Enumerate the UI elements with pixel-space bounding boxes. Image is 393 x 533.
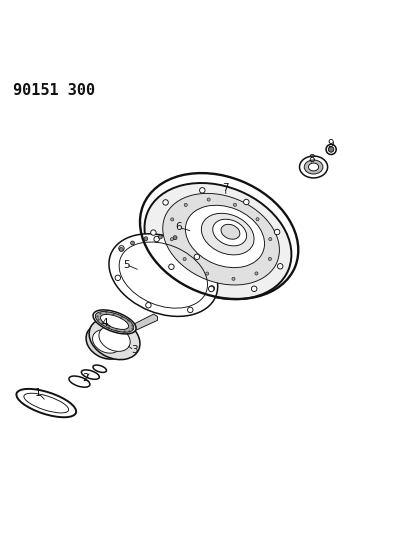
Polygon shape — [114, 314, 158, 339]
Ellipse shape — [89, 318, 140, 360]
Circle shape — [256, 217, 259, 221]
Ellipse shape — [92, 330, 121, 353]
Circle shape — [158, 235, 162, 239]
Text: 1: 1 — [35, 389, 42, 398]
Text: 8: 8 — [308, 154, 315, 164]
Ellipse shape — [201, 213, 254, 255]
Text: 90151 300: 90151 300 — [13, 83, 95, 98]
Ellipse shape — [69, 376, 90, 387]
Circle shape — [255, 272, 258, 275]
Circle shape — [151, 230, 156, 236]
Circle shape — [183, 257, 186, 261]
Circle shape — [184, 204, 187, 206]
Circle shape — [200, 188, 205, 193]
Circle shape — [115, 275, 121, 280]
Ellipse shape — [99, 326, 130, 351]
Circle shape — [244, 199, 249, 205]
Circle shape — [277, 263, 283, 269]
Text: 2: 2 — [82, 373, 88, 383]
Circle shape — [194, 254, 200, 260]
Ellipse shape — [81, 370, 99, 379]
Circle shape — [130, 241, 134, 245]
Circle shape — [326, 144, 336, 155]
Ellipse shape — [24, 393, 69, 413]
Circle shape — [252, 286, 257, 292]
Circle shape — [119, 247, 123, 252]
Ellipse shape — [93, 365, 107, 373]
Ellipse shape — [93, 310, 136, 334]
Circle shape — [119, 246, 124, 251]
Ellipse shape — [101, 314, 129, 329]
Circle shape — [208, 286, 214, 292]
Text: 5: 5 — [123, 260, 130, 270]
Ellipse shape — [309, 163, 319, 171]
Text: 3: 3 — [131, 345, 138, 356]
Circle shape — [170, 238, 173, 241]
Circle shape — [206, 272, 209, 275]
Ellipse shape — [86, 324, 127, 359]
Circle shape — [154, 236, 160, 242]
Text: 4: 4 — [101, 318, 108, 328]
Ellipse shape — [185, 205, 264, 268]
Ellipse shape — [213, 219, 247, 246]
Circle shape — [232, 277, 235, 280]
Ellipse shape — [163, 193, 279, 285]
Circle shape — [163, 200, 168, 205]
Circle shape — [207, 198, 210, 201]
Ellipse shape — [145, 183, 292, 299]
Circle shape — [187, 307, 193, 313]
Circle shape — [209, 286, 215, 291]
Text: 9: 9 — [328, 139, 334, 149]
Circle shape — [269, 238, 272, 241]
Ellipse shape — [109, 234, 218, 317]
Circle shape — [144, 237, 148, 241]
Ellipse shape — [95, 312, 134, 332]
Ellipse shape — [17, 389, 76, 417]
Circle shape — [173, 236, 177, 240]
Circle shape — [233, 203, 237, 206]
Circle shape — [171, 218, 174, 221]
Ellipse shape — [304, 160, 323, 174]
Text: 7: 7 — [222, 183, 229, 193]
Circle shape — [274, 229, 280, 235]
Circle shape — [329, 147, 334, 152]
Circle shape — [169, 264, 174, 270]
Ellipse shape — [299, 156, 328, 178]
Ellipse shape — [221, 224, 240, 239]
Circle shape — [146, 303, 151, 308]
Circle shape — [268, 257, 272, 261]
Text: 6: 6 — [176, 222, 182, 232]
